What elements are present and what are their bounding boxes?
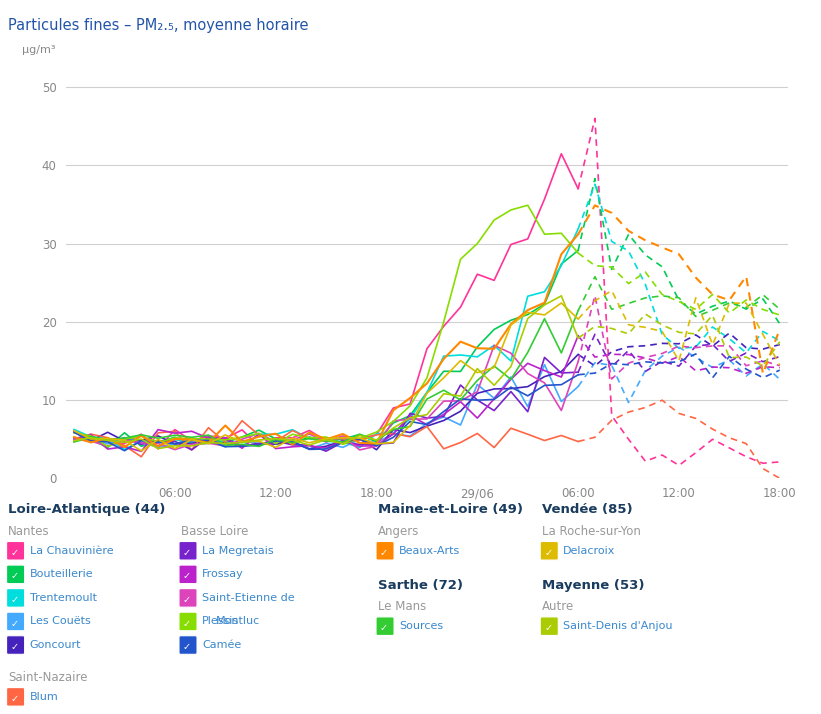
Text: Frossay: Frossay bbox=[202, 569, 244, 579]
Text: Mayenne (53): Mayenne (53) bbox=[542, 579, 644, 592]
Text: La Chauvinière: La Chauvinière bbox=[30, 545, 113, 555]
Text: ✓: ✓ bbox=[11, 571, 19, 581]
Text: Les Couëts: Les Couëts bbox=[30, 616, 90, 626]
Text: ✓: ✓ bbox=[544, 548, 553, 558]
Text: ✓: ✓ bbox=[11, 595, 19, 605]
Text: Loire-Atlantique (44): Loire-Atlantique (44) bbox=[8, 503, 166, 516]
Text: Nantes: Nantes bbox=[8, 525, 50, 538]
Text: Autre: Autre bbox=[542, 600, 574, 613]
Text: ✓: ✓ bbox=[183, 595, 191, 605]
Text: Trentemoult: Trentemoult bbox=[30, 593, 97, 603]
Text: Basse Loire: Basse Loire bbox=[181, 525, 248, 538]
Text: Delacroix: Delacroix bbox=[563, 545, 616, 555]
Text: Saint-Denis d'Anjou: Saint-Denis d'Anjou bbox=[563, 621, 672, 631]
Text: ✓: ✓ bbox=[11, 642, 19, 652]
Text: ✓: ✓ bbox=[183, 571, 191, 581]
Text: Le Mans: Le Mans bbox=[378, 600, 426, 613]
Text: Goncourt: Goncourt bbox=[30, 640, 81, 650]
Text: Saint-Nazaire: Saint-Nazaire bbox=[8, 670, 88, 684]
Text: Bouteillerie: Bouteillerie bbox=[30, 569, 93, 579]
Text: µg/m³: µg/m³ bbox=[22, 45, 56, 55]
Text: Blum: Blum bbox=[30, 692, 58, 702]
Text: ✓: ✓ bbox=[11, 618, 19, 628]
Text: ✓: ✓ bbox=[380, 548, 388, 558]
Text: ✓: ✓ bbox=[183, 618, 191, 628]
Text: La Megretais: La Megretais bbox=[202, 545, 273, 555]
Text: Sarthe (72): Sarthe (72) bbox=[378, 579, 463, 592]
Text: Beaux-Arts: Beaux-Arts bbox=[399, 545, 461, 555]
Text: La Roche-sur-Yon: La Roche-sur-Yon bbox=[542, 525, 640, 538]
Text: Camée: Camée bbox=[202, 640, 241, 650]
Text: Montluc: Montluc bbox=[216, 616, 260, 626]
Text: ✓: ✓ bbox=[183, 642, 191, 652]
Text: ✓: ✓ bbox=[544, 623, 553, 633]
Text: Saint-Etienne de: Saint-Etienne de bbox=[202, 593, 295, 603]
Text: ✓: ✓ bbox=[11, 694, 19, 704]
Text: ✓: ✓ bbox=[183, 548, 191, 558]
Text: ✓: ✓ bbox=[380, 623, 388, 633]
Text: Sources: Sources bbox=[399, 621, 443, 631]
Text: Plessis: Plessis bbox=[202, 616, 239, 626]
Text: Particules fines – PM₂.₅, moyenne horaire: Particules fines – PM₂.₅, moyenne horair… bbox=[8, 18, 309, 33]
Text: Maine-et-Loire (49): Maine-et-Loire (49) bbox=[378, 503, 523, 516]
Text: Vendée (85): Vendée (85) bbox=[542, 503, 632, 516]
Text: ✓: ✓ bbox=[11, 548, 19, 558]
Text: Angers: Angers bbox=[378, 525, 419, 538]
